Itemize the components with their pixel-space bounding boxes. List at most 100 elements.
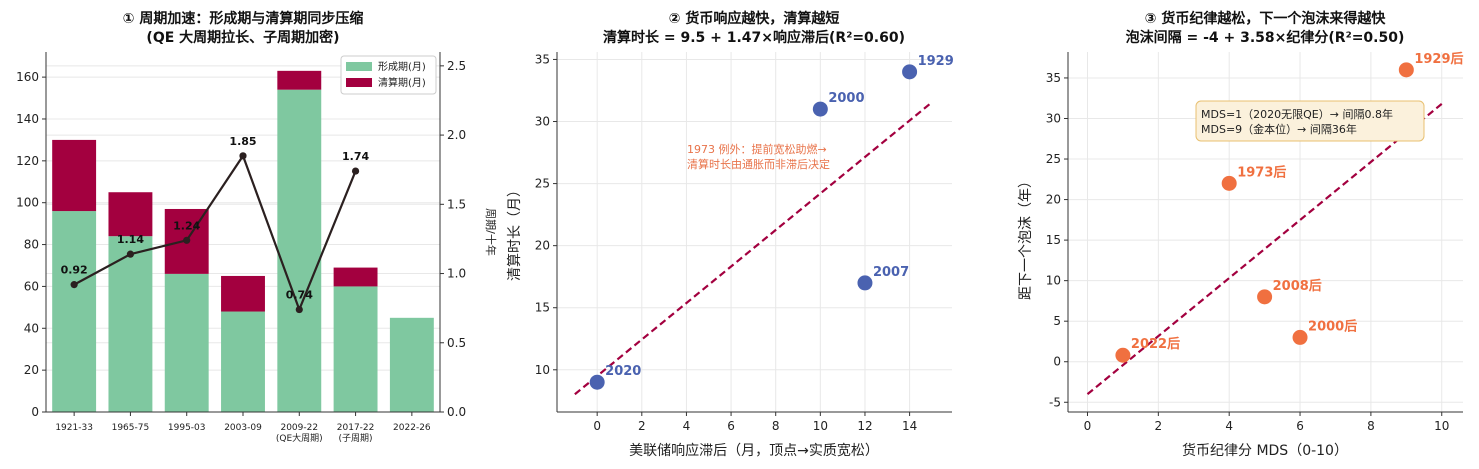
chart3-x-axis-label: 货币纪律分 MDS（0-10）	[1182, 442, 1348, 459]
chart3-ytick-label: 25	[1046, 152, 1061, 166]
chart2-xtick-label: 10	[813, 419, 828, 433]
chart2-annotation-line1: 1973 例外：提前宽松助燃→	[687, 142, 827, 156]
chart3-point-label: 2008后	[1273, 278, 1322, 294]
chart2-ytick-label: 25	[535, 177, 550, 191]
chart1-bar-formation	[333, 286, 378, 412]
chart2-xtick-label: 12	[857, 419, 872, 433]
chart1-y2tick-label: 1.5	[447, 197, 466, 211]
chart1-y2tick-label: 0.5	[447, 336, 466, 350]
chart1-y2tick-label: 2.5	[447, 59, 466, 73]
chart3-point	[1398, 62, 1414, 78]
chart1-xtick-label: 2022-26	[393, 423, 431, 433]
chart3-xtick-label: 10	[1434, 419, 1449, 433]
chart3-xtick-label: 0	[1084, 419, 1092, 433]
chart2-ytick-label: 30	[535, 115, 550, 129]
chart1-y2ticks: 0.0 0.5 1.0 1.5 2.0 2.5	[440, 59, 466, 419]
chart2-y-axis-label: 清算时长（月）	[507, 183, 523, 281]
chart1-y2-axis-label: 周期/十年	[484, 208, 498, 256]
chart3-ytick-label: 0	[1053, 355, 1061, 369]
chart1-cycle-label: 1.74	[342, 150, 369, 163]
chart3-ytick-label: 15	[1046, 233, 1061, 247]
chart1-cycle-line	[73, 153, 357, 313]
chart2-xtick-label: 8	[772, 419, 780, 433]
chart3-note-line1: MDS=1（2020无限QE）→ 间隔0.8年	[1201, 107, 1393, 121]
chart2-point	[857, 275, 873, 291]
chart3-note-box: MDS=1（2020无限QE）→ 间隔0.8年 MDS=9（金本位）→ 间隔36…	[1195, 100, 1425, 142]
chart3-xtick-label: 2	[1155, 419, 1163, 433]
chart1-ytick-label: 120	[16, 154, 39, 168]
chart2-grid	[557, 52, 952, 412]
chart1-bar-liquidation	[221, 275, 265, 312]
chart3-point-label: 1973后	[1237, 164, 1286, 180]
chart1-bars	[52, 70, 434, 413]
chart1-cycle-label: 1.24	[173, 219, 200, 232]
chart1-cycle-point	[295, 305, 303, 314]
chart1-ytick-label: 140	[16, 112, 39, 126]
chart3-ytick-label: 20	[1046, 193, 1061, 207]
chart2-point-label: 2020	[605, 364, 641, 379]
chart1-bar-liquidation	[108, 192, 153, 237]
chart1-bar-formation	[389, 317, 434, 412]
chart-panel-3: ③ 货币纪律越松，下一个泡沫来得越快 泡沫间隔 = -4 + 3.58×纪律分(…	[1018, 10, 1464, 459]
chart1-bar-formation	[221, 311, 265, 412]
chart1-bar-formation	[108, 236, 153, 412]
chart1-legend-label-formation: 形成期(月)	[378, 61, 426, 73]
chart3-point	[1292, 329, 1308, 345]
chart3-xtick-label: 8	[1367, 419, 1375, 433]
chart1-y2tick-label: 0.0	[447, 405, 466, 419]
chart-panel-2: ② 货币响应越快，清算越短 清算时长 = 9.5 + 1.47×响应滞后(R²=…	[507, 10, 954, 459]
chart2-point	[902, 64, 918, 80]
chart3-note-box-frame	[1195, 100, 1425, 142]
chart1-xtick-sublabel: (QE大周期)	[276, 432, 323, 444]
chart2-xtick-label: 4	[683, 419, 691, 433]
chart1-line: 0.92 1.14 1.24 1.85 0.74 1.74	[61, 135, 369, 314]
chart1-cycle-label: 1.85	[229, 135, 256, 148]
chart1-legend-label-liquidation: 清算期(月)	[378, 76, 426, 89]
chart2-point-label: 2000	[828, 91, 864, 106]
chart2-point-label: 2007	[873, 265, 909, 280]
chart3-point-label: 2022后	[1131, 336, 1180, 352]
chart1-ytick-label: 20	[24, 363, 39, 377]
chart1-title-line2: (QE 大周期拉长、子周期加密)	[146, 29, 339, 46]
chart2-title-line1: ② 货币响应越快，清算越短	[669, 10, 840, 27]
chart1-cycle-label: 0.74	[286, 289, 313, 302]
chart1-xtick-label: 1995-03	[168, 423, 206, 433]
chart1-bar-liquidation	[52, 139, 97, 212]
chart3-ytick-label: 10	[1046, 274, 1061, 288]
chart1-cycle-point	[239, 152, 247, 160]
chart1-cycle-point	[183, 236, 191, 244]
chart2-xtick-label: 6	[727, 419, 735, 433]
chart1-ytick-label: 60	[24, 279, 39, 293]
chart1-cycle-point	[70, 281, 78, 289]
chart1-cycle-label: 0.92	[61, 264, 88, 277]
chart2-point	[589, 374, 605, 390]
chart3-ytick-label: -5	[1049, 395, 1061, 409]
chart3-note-line2: MDS=9（金本位）→ 间隔36年	[1201, 122, 1357, 136]
chart3-ytick-label: 35	[1046, 71, 1061, 85]
chart2-title-line2: 清算时长 = 9.5 + 1.47×响应滞后(R²=0.60)	[603, 29, 905, 46]
chart1-xtick-sublabel: (子周期)	[339, 433, 373, 444]
chart1-cycle-point	[126, 250, 135, 258]
chart2-annotation-line2: 清算时长由通胀而非滞后决定	[687, 157, 830, 171]
chart3-xtick-label: 4	[1225, 419, 1233, 433]
chart1-xtick-label: 2003-09	[224, 423, 262, 433]
chart2-xtick-label: 14	[902, 419, 917, 433]
chart1-ytick-label: 100	[16, 196, 39, 210]
chart1-yticks: 0 20 40 60 80 100 120 140 160	[16, 70, 46, 419]
chart3-ytick-label: 30	[1046, 111, 1061, 125]
chart1-xticks: 1921-33 1965-75 1995-03 2003-09 2009-22(QE大周…	[55, 412, 431, 444]
chart1-xtick-label: 1965-75	[112, 423, 150, 433]
chart3-point	[1257, 289, 1273, 305]
chart2-point	[812, 101, 828, 117]
chart1-bar-formation	[52, 211, 97, 412]
chart1-cycle-label: 1.14	[117, 233, 144, 246]
chart3-point-label: 2000后	[1308, 318, 1357, 334]
chart1-legend-swatch-liquidation	[346, 78, 372, 87]
chart2-point-label: 1929	[918, 54, 954, 69]
chart1-title-line1: ① 周期加速：形成期与清算期同步压缩	[123, 10, 364, 27]
chart1-xtick-label: 2017-22	[337, 423, 375, 433]
chart1-ytick-label: 0	[31, 405, 39, 419]
chart2-ytick-label: 15	[535, 301, 550, 315]
chart3-points: 1929后 1973后 2008后 2000后 2022后	[1115, 51, 1464, 363]
